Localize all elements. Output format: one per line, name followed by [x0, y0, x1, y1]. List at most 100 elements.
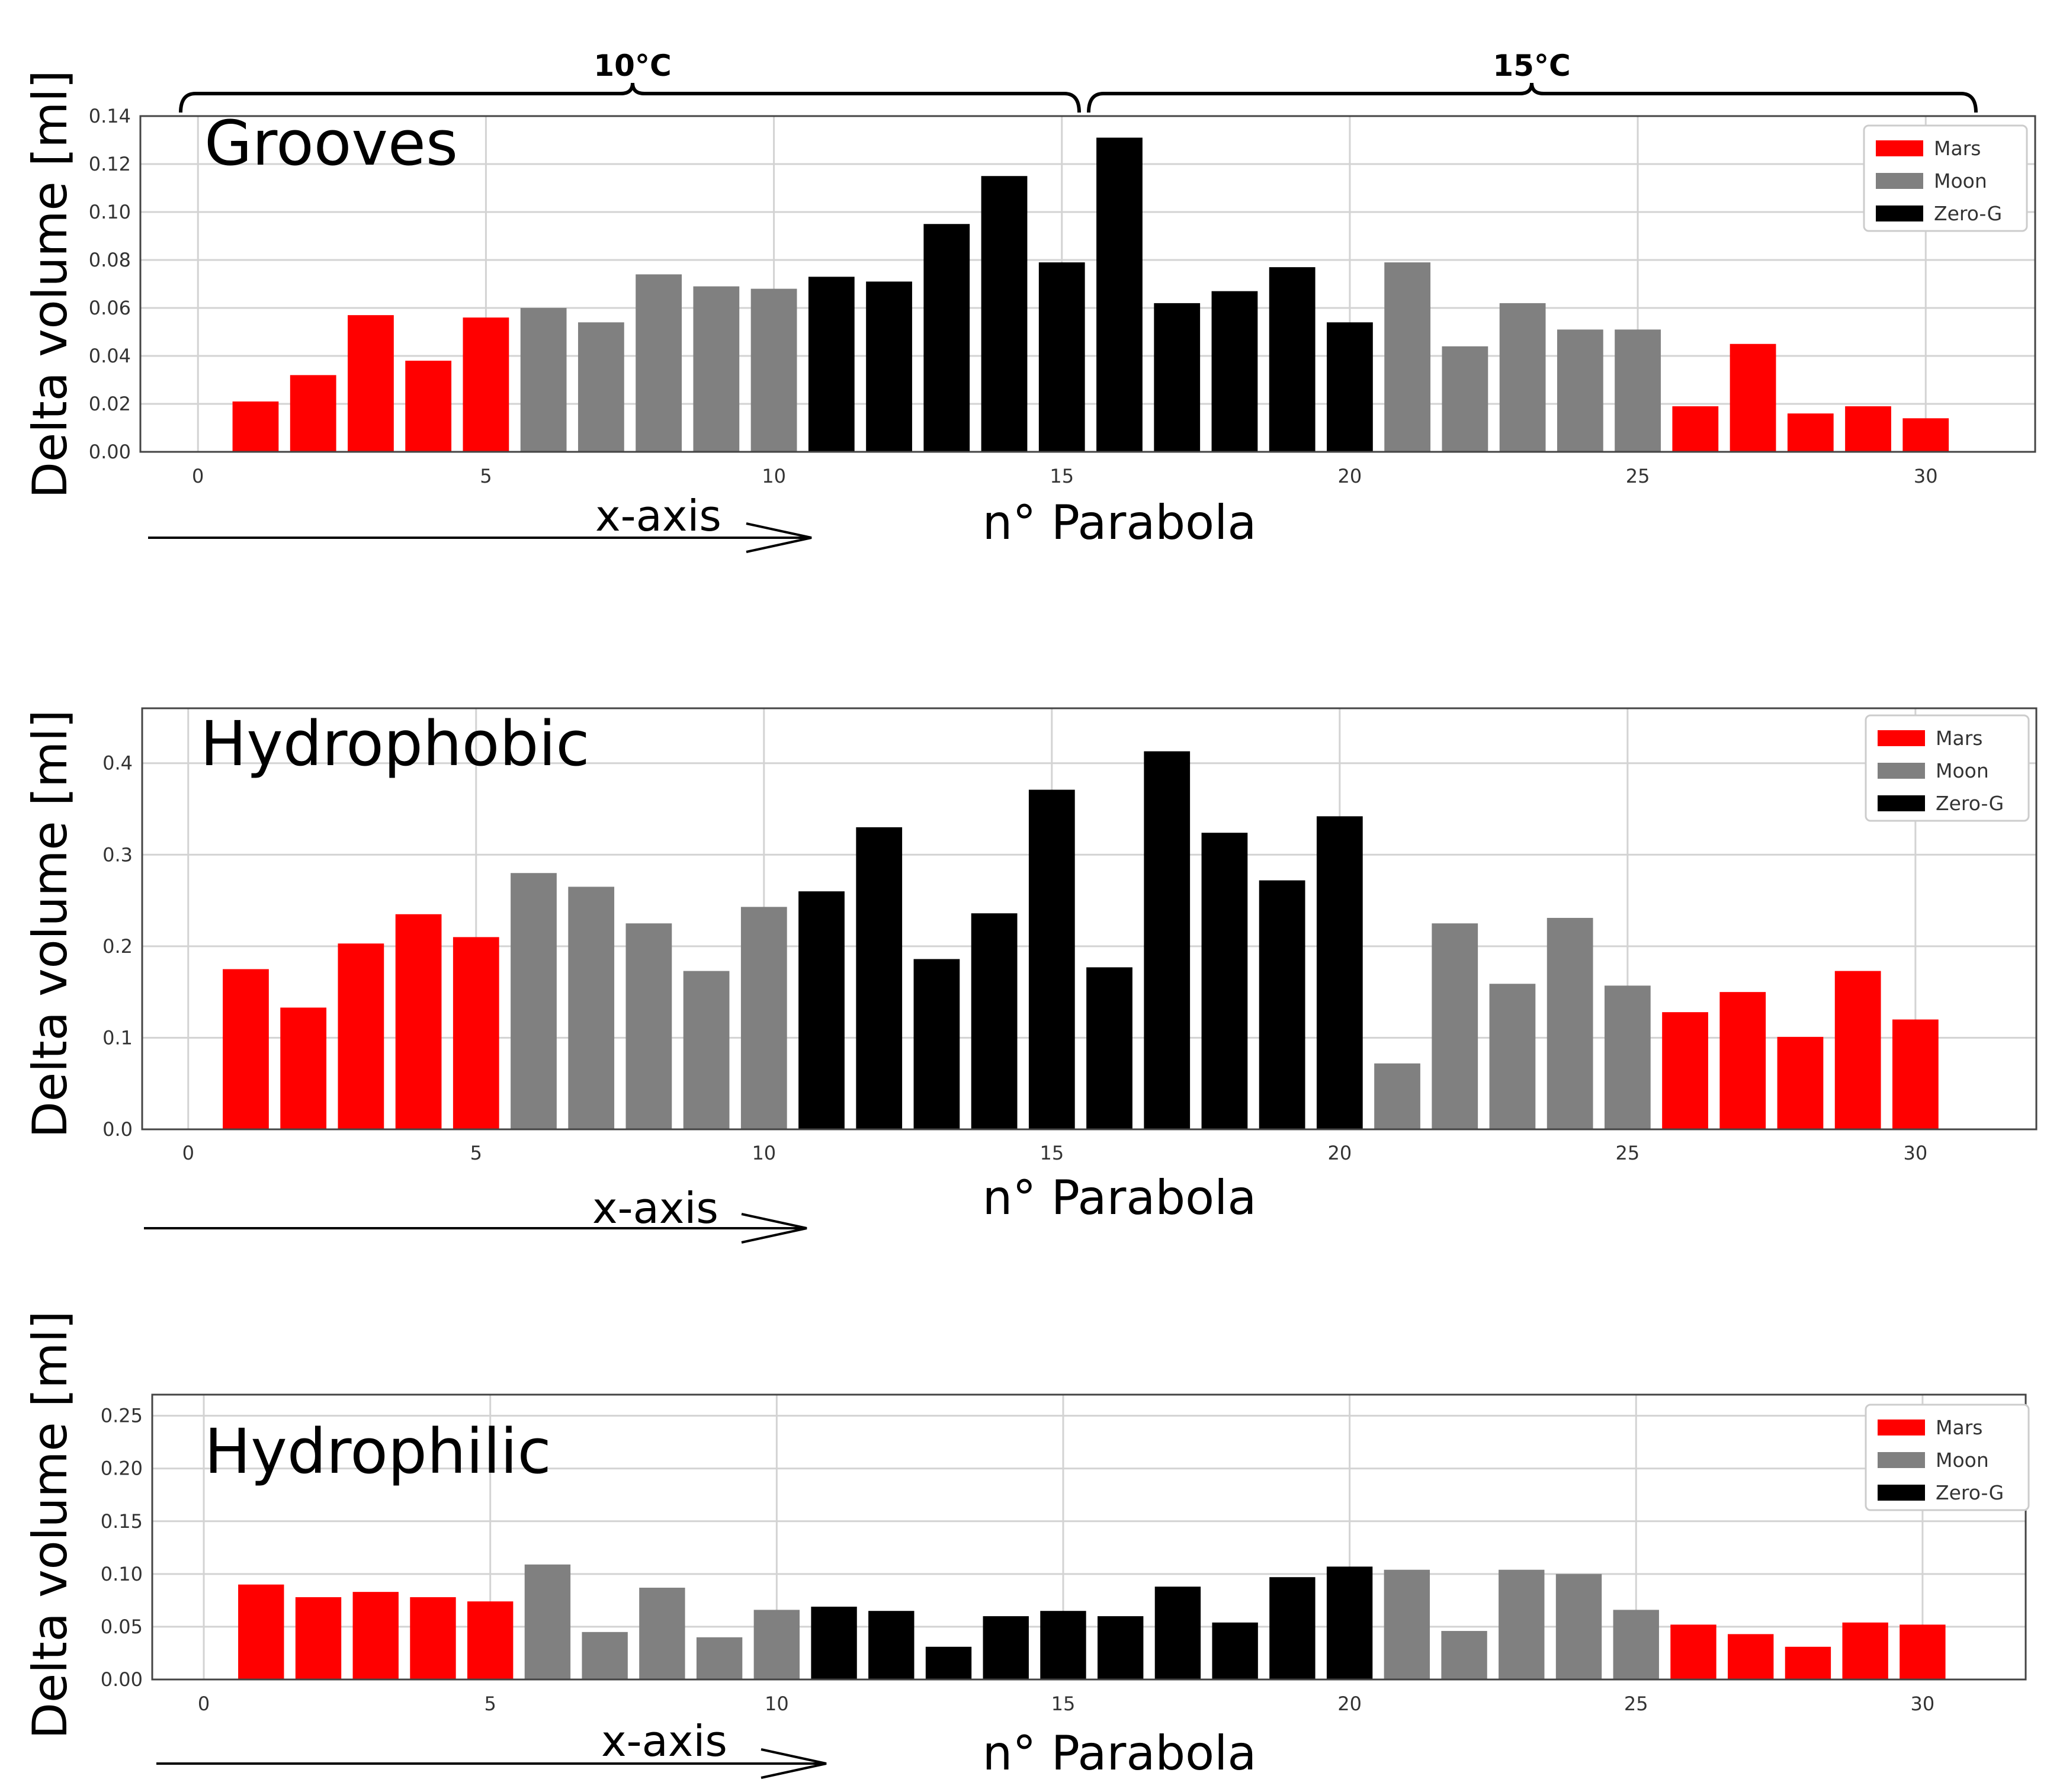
x-tick-label: 5 — [485, 1693, 496, 1715]
x-axis-label: n° Parabola — [983, 1726, 1257, 1781]
legend-swatch-moon — [1876, 173, 1923, 189]
legend-label: Moon — [1936, 1449, 1989, 1472]
y-tick-label: 0.05 — [101, 1616, 143, 1638]
bar-mars — [463, 317, 509, 452]
bar-zero-g — [1201, 833, 1248, 1129]
x-tick-label: 15 — [1039, 1142, 1064, 1164]
x-axis-arrow-label: x-axis — [601, 1716, 727, 1766]
brace-15c — [1087, 82, 1978, 113]
bar-moon — [683, 971, 730, 1129]
bar-moon — [693, 286, 740, 452]
bar-zero-g — [1327, 322, 1373, 452]
x-axis-label: n° Parabola — [983, 1170, 1257, 1225]
legend-label: Moon — [1936, 759, 1989, 782]
y-tick-label: 0.1 — [102, 1026, 133, 1049]
bar-zero-g — [1269, 1577, 1316, 1679]
bar-zero-g — [925, 1646, 972, 1679]
bar-moon — [1613, 1610, 1659, 1679]
bar-moon — [1489, 984, 1536, 1129]
bar-zero-g — [811, 1607, 857, 1679]
bar-moon — [1442, 346, 1488, 452]
x-axis-arrow-label: x-axis — [595, 491, 721, 541]
plot-frame — [139, 115, 2036, 453]
y-tick-label: 0.3 — [102, 843, 133, 866]
legend-swatch-zero-g — [1878, 795, 1925, 811]
bar-mars — [223, 969, 269, 1129]
x-tick-label: 25 — [1624, 1693, 1648, 1715]
legend-swatch-zero-g — [1878, 1485, 1925, 1501]
y-tick-label: 0.02 — [89, 393, 131, 415]
bar-zero-g — [1098, 1616, 1144, 1679]
legend-swatch-moon — [1878, 763, 1925, 779]
brace-15c-label: 15°C — [1493, 49, 1570, 83]
bar-moon — [1384, 1569, 1430, 1679]
x-axis-label: n° Parabola — [983, 495, 1257, 550]
plot-frame — [151, 1393, 2027, 1681]
bar-zero-g — [868, 1611, 915, 1679]
bar-moon — [1384, 262, 1431, 452]
bar-zero-g — [808, 277, 855, 452]
bar-moon — [1557, 329, 1603, 452]
bar-mars — [1845, 406, 1891, 452]
bar-mars — [1670, 1624, 1716, 1679]
x-tick-label: 5 — [480, 465, 492, 487]
y-tick-label: 0.20 — [101, 1457, 143, 1480]
bar-moon — [753, 1610, 800, 1679]
y-tick-label: 0.0 — [102, 1118, 133, 1141]
bar-zero-g — [1211, 291, 1258, 452]
x-axis-arrow-label: x-axis — [592, 1183, 718, 1233]
bar-zero-g — [1269, 267, 1316, 452]
bar-moon — [636, 274, 682, 452]
chart-title: Grooves — [204, 107, 458, 179]
legend-label: Mars — [1934, 137, 1981, 160]
bar-zero-g — [1154, 1587, 1201, 1679]
bar-moon — [524, 1564, 571, 1679]
bar-moon — [625, 923, 672, 1129]
bar-zero-g — [983, 1616, 1029, 1679]
bar-moon — [1499, 1569, 1545, 1679]
bar-mars — [238, 1584, 284, 1679]
bar-mars — [280, 1007, 327, 1129]
bar-mars — [232, 401, 279, 452]
bar-moon — [582, 1632, 628, 1679]
bar-mars — [348, 315, 394, 452]
legend-label: Zero-G — [1936, 1481, 2004, 1504]
bar-mars — [1842, 1622, 1888, 1679]
bar-zero-g — [1086, 967, 1132, 1129]
bar-zero-g — [1326, 1566, 1373, 1679]
bar-zero-g — [1096, 137, 1143, 452]
legend-swatch-zero-g — [1876, 205, 1923, 221]
bar-mars — [338, 943, 384, 1129]
y-tick-label: 0.15 — [101, 1510, 143, 1533]
bar-mars — [467, 1601, 514, 1679]
x-tick-label: 20 — [1337, 1693, 1362, 1715]
bar-moon — [1499, 303, 1546, 452]
bar-zero-g — [1144, 751, 1191, 1129]
x-tick-label: 15 — [1050, 465, 1074, 487]
legend-swatch-mars — [1876, 140, 1923, 156]
legend-label: Mars — [1936, 727, 1982, 750]
y-axis-label: Delta volume [ml] — [23, 70, 78, 498]
x-tick-label: 0 — [192, 465, 204, 487]
legend-swatch-mars — [1878, 730, 1925, 746]
bar-zero-g — [866, 281, 912, 452]
x-tick-label: 30 — [1904, 1142, 1928, 1164]
bar-moon — [1615, 329, 1661, 452]
x-tick-label: 20 — [1338, 465, 1362, 487]
bar-mars — [395, 914, 442, 1129]
bar-mars — [410, 1597, 456, 1679]
bar-mars — [1662, 1012, 1708, 1129]
x-tick-label: 5 — [470, 1142, 482, 1164]
x-tick-label: 10 — [752, 1142, 776, 1164]
y-tick-label: 0.14 — [89, 105, 131, 127]
bar-moon — [1374, 1063, 1420, 1129]
bar-mars — [1900, 1624, 1946, 1679]
y-tick-label: 0.2 — [102, 935, 133, 958]
y-axis-label: Delta volume [ml] — [23, 709, 78, 1138]
bar-mars — [1902, 418, 1949, 452]
x-tick-label: 0 — [182, 1142, 194, 1164]
bar-moon — [1547, 917, 1593, 1129]
bar-moon — [639, 1588, 685, 1679]
